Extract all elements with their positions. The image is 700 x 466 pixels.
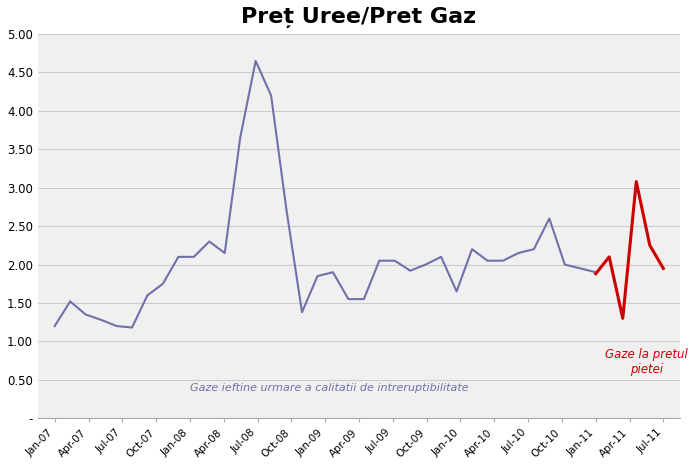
Text: Gaze la pretul
pietei: Gaze la pretul pietei xyxy=(605,348,688,376)
Title: Preț Uree/Pret Gaz: Preț Uree/Pret Gaz xyxy=(241,7,477,28)
Text: Gaze ieftine urmare a calitatii de intreruptibilitate: Gaze ieftine urmare a calitatii de intre… xyxy=(190,384,468,393)
